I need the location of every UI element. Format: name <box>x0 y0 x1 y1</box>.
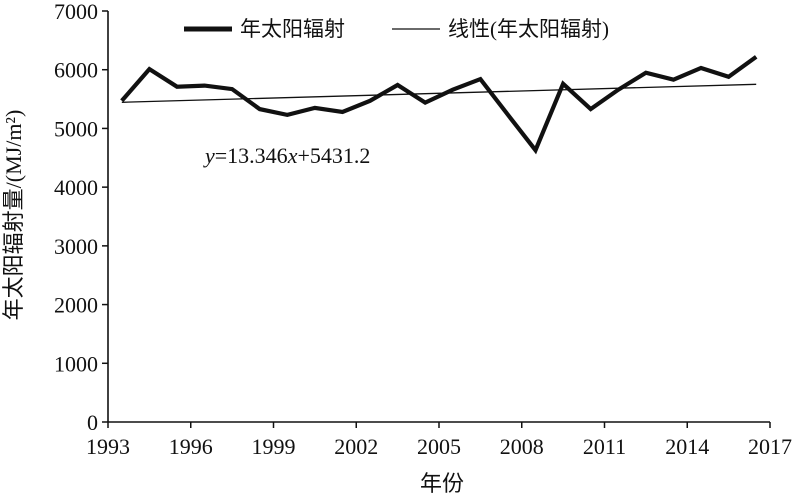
y-tick-label: 5000 <box>54 116 98 141</box>
equation-x-symbol: x <box>287 143 298 168</box>
y-tick-marks <box>102 10 108 423</box>
x-tick-label: 2008 <box>500 434 544 459</box>
series-line-linear-trend <box>121 83 757 103</box>
equation-intercept: +5431.2 <box>297 143 370 168</box>
y-tick-labels: 0 1000 2000 3000 4000 5000 6000 7000 <box>54 0 98 435</box>
y-tick-label: 1000 <box>54 351 98 376</box>
y-tick-label: 2000 <box>54 293 98 318</box>
series-line-annual-radiation <box>120 55 758 155</box>
legend-label-annual-radiation: 年太阳辐射 <box>240 17 345 41</box>
y-axis-title: 年太阳辐射量/(MJ/m²) <box>1 110 26 321</box>
series-layer <box>120 55 758 155</box>
x-tick-label: 2005 <box>417 434 461 459</box>
x-axis-title: 年份 <box>420 471 464 496</box>
x-tick-label: 2014 <box>665 434 709 459</box>
x-tick-label: 2017 <box>748 434 792 459</box>
axes <box>107 11 770 423</box>
x-tick-label: 2002 <box>334 434 378 459</box>
y-tick-label: 3000 <box>54 234 98 259</box>
y-tick-label: 0 <box>87 410 98 435</box>
x-tick-label: 1993 <box>86 434 130 459</box>
x-tick-label: 1996 <box>169 434 213 459</box>
regression-equation: y=13.346x+5431.2 <box>203 143 370 168</box>
x-tick-label: 2011 <box>583 434 626 459</box>
legend: 年太阳辐射 线性(年太阳辐射) <box>184 17 609 41</box>
x-tick-label: 1999 <box>252 434 296 459</box>
x-tick-labels: 1993 1996 1999 2002 2005 2008 2011 2014 2017 <box>86 434 792 459</box>
equation-slope: =13.346 <box>215 143 288 168</box>
y-tick-label: 7000 <box>54 0 98 24</box>
legend-label-linear-trend: 线性(年太阳辐射) <box>448 17 609 41</box>
y-tick-label: 4000 <box>54 175 98 200</box>
y-tick-label: 6000 <box>54 58 98 83</box>
equation-y-symbol: y <box>203 143 215 168</box>
x-tick-marks <box>107 422 771 428</box>
